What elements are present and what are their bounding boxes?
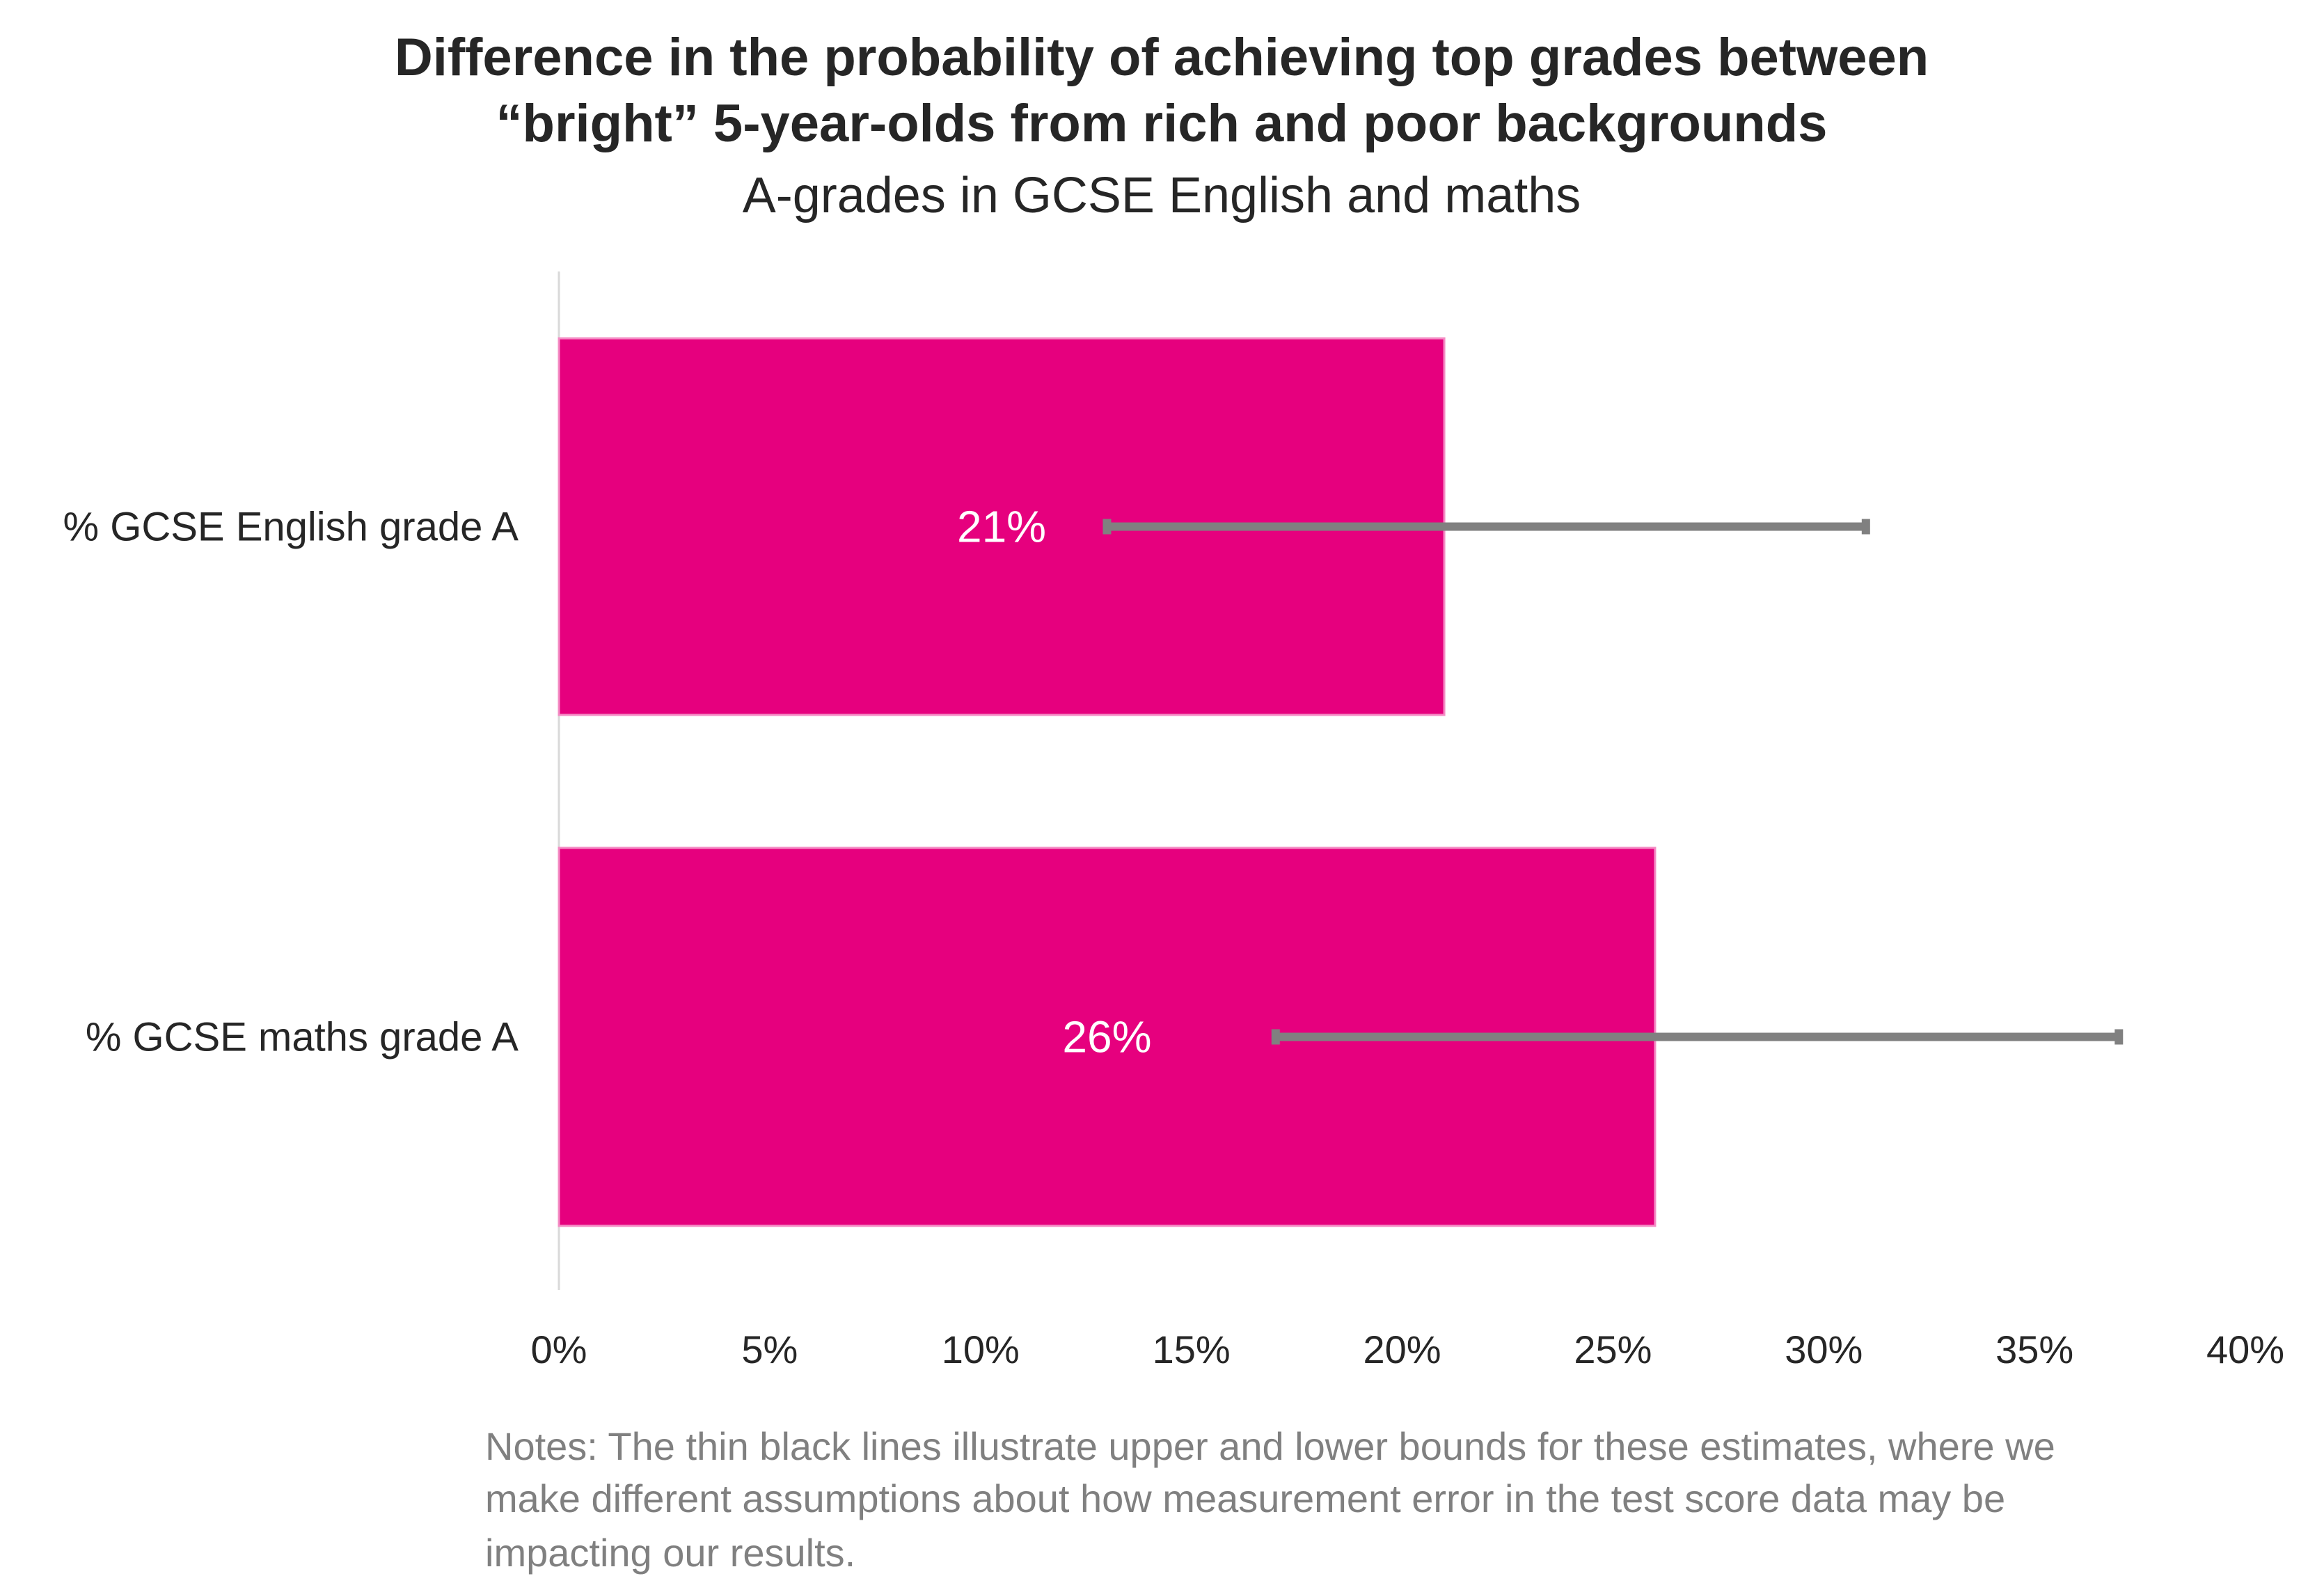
category-label: % GCSE English grade A: [63, 505, 519, 550]
data-label: 21%: [957, 502, 1046, 552]
x-tick-label: 30%: [1785, 1328, 1863, 1371]
bars-group: 21% % GCSE English grade A 26% % GCSE maths…: [63, 337, 2124, 1227]
notes-line-2: make different assumptions about how mea…: [485, 1476, 2005, 1520]
chart-subtitle: A-grades in GCSE English and maths: [743, 168, 1581, 223]
x-axis-ticks: 0% 5% 10% 15% 20% 25% 30% 35% 40%: [531, 1328, 2285, 1371]
x-tick-label: 35%: [1995, 1328, 2073, 1371]
chart-title-line-2: “bright” 5-year-olds from rich and poor …: [496, 94, 1828, 153]
chart-title-line-1: Difference in the probability of achievi…: [395, 28, 1929, 87]
data-label: 26%: [1062, 1012, 1151, 1062]
x-tick-label: 5%: [741, 1328, 798, 1371]
category-label: % GCSE maths grade A: [86, 1015, 519, 1060]
x-tick-label: 10%: [942, 1328, 1020, 1371]
error-bar-cap-lower: [1271, 1029, 1280, 1045]
x-tick-label: 20%: [1363, 1328, 1441, 1371]
x-tick-label: 15%: [1153, 1328, 1231, 1371]
error-bar-cap-lower: [1102, 519, 1112, 535]
error-bar-cap-upper: [2114, 1029, 2124, 1045]
x-tick-label: 25%: [1574, 1328, 1652, 1371]
notes-line-3: impacting our results.: [485, 1531, 855, 1575]
notes-line-1: Notes: The thin black lines illustrate u…: [485, 1424, 2055, 1468]
error-bar-cap-upper: [1861, 519, 1870, 535]
x-tick-label: 40%: [2206, 1328, 2284, 1371]
x-tick-label: 0%: [531, 1328, 587, 1371]
